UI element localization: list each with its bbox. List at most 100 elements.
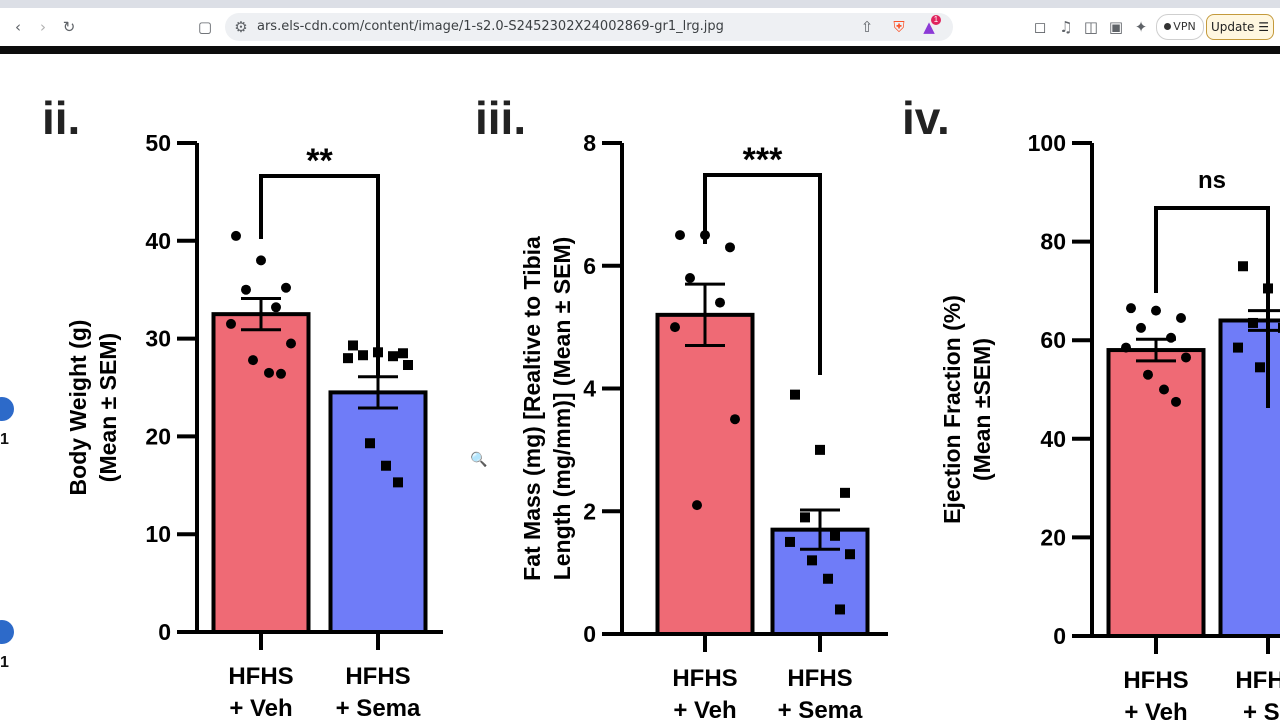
data-point [785,536,795,547]
zoom-cursor-icon: 🔍 [470,452,488,468]
sidebar-badge-icon[interactable] [0,397,14,421]
data-point [675,230,685,241]
data-point [281,282,291,293]
update-label: Update [1210,20,1255,34]
leo-ai-icon[interactable]: ✦ [1134,18,1148,36]
browser-toolbar: ‹ › ↻ ▢ ⚙ ars.els-cdn.com/content/image/… [0,8,1280,47]
significance-label: *** [743,141,783,179]
menu-icon: ☰ [1258,20,1270,34]
data-point [248,355,258,366]
wallet-icon[interactable]: ▣ [1108,18,1124,36]
data-point [1238,261,1248,272]
reload-icon[interactable]: ↻ [62,18,76,36]
media-icon[interactable]: ♫ [1059,18,1073,36]
significance-bracket [703,173,822,375]
data-point [343,353,353,364]
x-tick-label: + Veh [1124,699,1187,720]
data-point [393,477,403,488]
x-tick-label: HFHS [345,663,410,690]
y-tick-label: 0 [1053,623,1066,649]
bookmark-icon[interactable]: ▢ [197,18,213,36]
data-point [1126,303,1136,314]
vpn-label: VPN [1173,20,1196,33]
image-viewer[interactable]: 1 1 🔍 ii. 0 10 20 30 40 50 Body Weight (g) (Mean… [0,54,1280,720]
data-point [800,512,810,523]
data-point [715,297,725,308]
vpn-dot-icon [1164,23,1172,30]
data-point [725,242,735,253]
y-tick-label: 80 [1040,229,1066,255]
y-axis-label: Length (mg/mm)] (Mean ± SEM) [549,237,575,581]
data-point [1136,322,1146,333]
y-tick-label: 0 [583,621,596,647]
data-point [1166,332,1176,343]
data-point [286,338,296,349]
update-button[interactable]: Update ☰ [1206,14,1274,40]
data-point [823,573,833,584]
x-tick-label: HFHS [672,665,737,692]
y-axis-label: (Mean ± SEM) [95,333,121,482]
data-point [388,351,398,362]
y-axis-label: Fat Mass (mg) [Realtive to Tibia [519,236,545,581]
y-axis-label: (Mean ±SEM) [969,338,995,481]
data-point [730,414,740,425]
data-point [276,368,286,379]
data-point [1171,396,1181,407]
data-point [348,340,358,351]
data-point [1278,322,1280,333]
brave-shield-icon[interactable]: ⛨ [893,18,905,36]
forward-icon[interactable]: › [40,18,46,36]
bar [1218,318,1280,638]
back-icon[interactable]: ‹ [15,18,21,36]
data-point [807,555,817,566]
data-point [358,350,368,361]
tab-strip [0,0,1280,8]
sidebar-icon[interactable]: ◫ [1083,18,1099,36]
significance-bracket [1154,206,1270,408]
data-point [685,273,695,284]
significance-label: ** [306,142,333,180]
y-tick-label: 4 [583,376,596,402]
data-point [1143,369,1153,380]
y-tick-label: 100 [1028,130,1066,156]
y-tick-label: 20 [145,423,171,449]
y-axis-label: Body Weight (g) [65,320,91,496]
significance-bracket [259,174,380,376]
extensions-icon[interactable]: ◻ [1033,18,1047,36]
data-point [231,230,241,241]
y-axis-label: Ejection Fraction (%) [939,295,965,524]
sidebar-badge-icon[interactable] [0,620,14,644]
data-point [692,500,702,511]
x-tick-label: HFHS [1123,667,1188,694]
notification-badge: 1 [931,15,941,25]
data-point [830,530,840,541]
data-point [381,460,391,471]
rewards-icon[interactable]: ▲ [923,18,935,36]
sidebar-number: 1 [0,654,9,671]
data-point [1233,342,1243,353]
y-tick-label: 30 [145,326,171,352]
share-icon[interactable]: ⇧ [860,18,874,36]
data-point [1121,342,1131,353]
significance-label: ns [1198,167,1226,194]
address-bar[interactable]: ⚙ ars.els-cdn.com/content/image/1-s2.0-S… [225,13,953,41]
x-tick-label: HFHS [1235,667,1280,694]
data-point [1151,305,1161,316]
y-tick-label: 6 [583,253,596,279]
x-tick-label: + Sema [778,697,863,720]
y-tick-label: 2 [583,498,596,524]
y-tick-label: 10 [145,521,171,547]
data-point [1255,362,1265,373]
data-point [845,549,855,560]
data-point [1181,352,1191,363]
data-point [365,438,375,449]
y-tick-label: 8 [583,130,596,156]
data-point [264,367,274,378]
site-settings-icon[interactable]: ⚙ [234,18,248,36]
vpn-button[interactable]: VPN [1156,14,1204,40]
x-tick-label: + Se [1243,699,1280,720]
data-point [1176,313,1186,324]
y-tick-label: 60 [1040,327,1066,353]
x-tick-label: HFHS [787,665,852,692]
